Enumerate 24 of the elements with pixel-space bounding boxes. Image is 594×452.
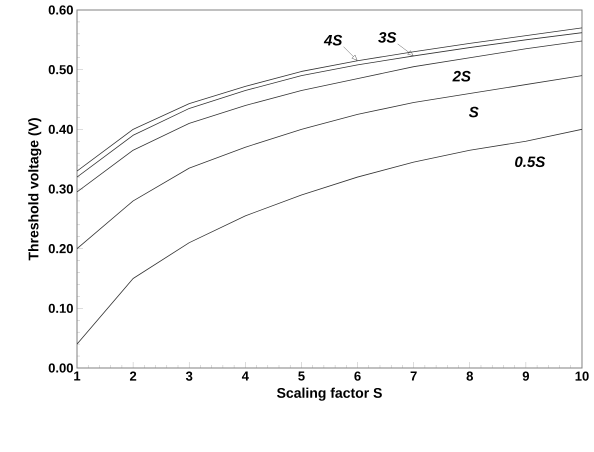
x-tick-label: 10 bbox=[576, 372, 589, 381]
x-tick-label: 1 bbox=[74, 372, 80, 380]
x-tick-label: 7 bbox=[410, 372, 417, 380]
series-label: 0.5S bbox=[515, 156, 546, 168]
y-tick-label: 0.60 bbox=[48, 5, 73, 15]
x-axis-title: Scaling factor S bbox=[277, 388, 382, 401]
y-tick-label: 0.50 bbox=[48, 65, 73, 74]
x-tick-label: 4 bbox=[242, 372, 249, 380]
y-tick-label: 0.20 bbox=[48, 244, 73, 254]
series-label: 2S bbox=[452, 70, 471, 82]
series-label: 3S bbox=[378, 32, 396, 43]
y-tick-label: 0.00 bbox=[48, 363, 73, 373]
series-label: 4S bbox=[324, 34, 342, 46]
y-tick-label: 0.30 bbox=[48, 184, 73, 194]
x-tick-label: 5 bbox=[298, 372, 305, 381]
y-tick-label: 0.10 bbox=[48, 304, 73, 313]
x-tick-label: 2 bbox=[130, 372, 136, 381]
y-tick-label: 0.40 bbox=[48, 124, 73, 134]
x-tick-label: 9 bbox=[522, 372, 530, 381]
y-axis-title: Threshold voltage (V) bbox=[28, 118, 42, 260]
x-tick-label: 3 bbox=[186, 372, 192, 381]
x-tick-label: 8 bbox=[466, 372, 473, 381]
series-label: S bbox=[468, 106, 479, 118]
x-tick-label: 6 bbox=[354, 372, 361, 381]
